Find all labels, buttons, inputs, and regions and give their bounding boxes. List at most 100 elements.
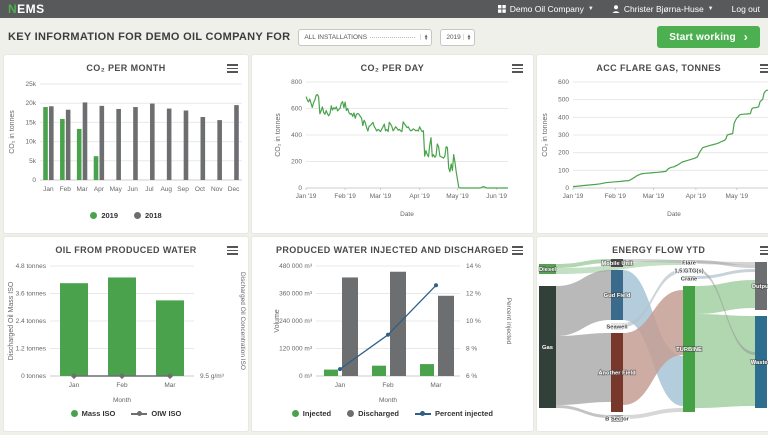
chart-menu-icon[interactable]	[759, 245, 768, 258]
svg-text:Jan '19: Jan '19	[562, 193, 583, 200]
svg-text:14 %: 14 %	[466, 263, 481, 270]
svg-text:Seawell: Seawell	[606, 325, 628, 331]
legend-item-discharged[interactable]: Discharged	[347, 409, 399, 418]
svg-text:5k: 5k	[29, 158, 37, 165]
svg-text:0: 0	[32, 177, 36, 184]
svg-text:0 tonnes: 0 tonnes	[21, 373, 47, 380]
svg-text:CO₂ in tonnes: CO₂ in tonnes	[275, 113, 282, 157]
card-co2-per-day: CO₂ PER DAY 0 200 400 600 800 Jan '19 Feb '19 M…	[252, 55, 533, 233]
year-select[interactable]: 2019 ▲ ▼	[440, 28, 476, 46]
svg-text:25k: 25k	[26, 81, 37, 88]
nems-logo[interactable]: NEMS	[8, 2, 45, 16]
chart-menu-icon[interactable]	[759, 63, 768, 76]
dashboard-grid: CO₂ PER MONTH 0 5k 10k 15k 20k 25k Jan Feb Mar Ap…	[0, 55, 768, 431]
svg-text:2.4 tonnes: 2.4 tonnes	[16, 318, 47, 325]
select-dotted-leader	[370, 36, 415, 38]
card-oil-from-produced-water: OIL FROM PRODUCED WATER 0 tonnes 1.2 tonn…	[4, 237, 248, 431]
legend-label: Percent injected	[434, 409, 493, 418]
chevron-down-icon: ▼	[707, 6, 714, 12]
installations-select[interactable]: ALL INSTALLATIONS ▲ ▼	[298, 28, 433, 46]
legend-label: Discharged	[358, 409, 399, 418]
chevron-right-icon: ›	[743, 30, 748, 44]
legend-item-injected[interactable]: Injected	[291, 409, 332, 418]
svg-text:Jan: Jan	[335, 382, 346, 389]
chart-menu-icon[interactable]	[226, 245, 239, 258]
svg-text:300: 300	[558, 132, 569, 139]
user-menu-label: Christer Bjørna-Huse	[623, 4, 704, 14]
user-menu[interactable]: Christer Bjørna-Huse ▼	[612, 4, 714, 14]
svg-text:120 000 m³: 120 000 m³	[279, 346, 313, 353]
svg-text:Discharged Oil Mass ISO: Discharged Oil Mass ISO	[8, 281, 15, 360]
legend-label: Mass ISO	[81, 409, 116, 418]
svg-text:1,5 GTG(s): 1,5 GTG(s)	[674, 269, 703, 275]
legend-label: Injected	[302, 409, 332, 418]
svg-text:TURBINE: TURBINE	[676, 347, 702, 353]
page-header: KEY INFORMATION FOR DEMO OIL COMPANY FOR…	[0, 18, 768, 55]
page-title: KEY INFORMATION FOR DEMO OIL COMPANY FOR	[8, 31, 291, 43]
svg-text:600: 600	[558, 79, 569, 86]
svg-text:Gud Field: Gud Field	[603, 293, 630, 299]
start-working-label: Start working	[669, 31, 736, 43]
svg-text:Volume: Volume	[274, 309, 281, 332]
svg-text:Crane: Crane	[681, 277, 698, 283]
logout-label: Log out	[731, 4, 760, 14]
co2-per-month-legend: 2019 2018	[4, 211, 248, 220]
svg-text:Feb '19: Feb '19	[335, 193, 357, 200]
select-spinner-icon: ▲ ▼	[419, 33, 428, 41]
svg-text:Month: Month	[379, 397, 397, 404]
legend-item-mass-iso[interactable]: Mass ISO	[70, 409, 116, 418]
nems-logo-n: N	[8, 2, 18, 16]
svg-text:Feb: Feb	[383, 382, 395, 389]
svg-text:Mar '19: Mar '19	[370, 193, 392, 200]
chart-title-co2-per-month: CO₂ PER MONTH	[86, 63, 166, 73]
chart-menu-icon[interactable]	[511, 63, 524, 76]
legend-item-oiw-iso[interactable]: OIW ISO	[131, 409, 181, 418]
company-menu[interactable]: Demo Oil Company ▼	[497, 4, 594, 14]
select-spinner-icon: ▲ ▼	[462, 33, 471, 41]
chart-title-acc-flare-gas: ACC FLARE GAS, TONNES	[596, 63, 722, 73]
svg-text:240 000 m³: 240 000 m³	[279, 318, 313, 325]
svg-text:Mar '19: Mar '19	[643, 193, 665, 200]
logout-link[interactable]: Log out	[732, 4, 760, 14]
svg-text:May '19: May '19	[725, 193, 748, 200]
svg-text:Oct: Oct	[195, 186, 205, 193]
chart-menu-icon[interactable]	[226, 63, 239, 76]
svg-text:Date: Date	[400, 211, 414, 218]
svg-text:Apr '19: Apr '19	[685, 193, 706, 200]
acc-flare-gas-chart: 0 100 200 300 400 500 600 Jan '19 Feb '19 Mar '19…	[542, 79, 768, 218]
legend-label: 2019	[101, 211, 118, 220]
svg-text:Wasted: Wasted	[751, 360, 768, 366]
svg-text:CO₂ in tonnes: CO₂ in tonnes	[542, 113, 549, 157]
company-menu-label: Demo Oil Company	[509, 4, 584, 14]
card-produced-water-injected: PRODUCED WATER INJECTED AND DISCHARGED 0…	[252, 237, 533, 431]
start-working-button[interactable]: Start working ›	[657, 26, 760, 48]
legend-item-2018[interactable]: 2018	[134, 211, 162, 220]
svg-text:Apr '19: Apr '19	[410, 193, 431, 200]
legend-item-percent-injected[interactable]: Percent injected	[414, 409, 493, 418]
svg-text:3.6 tonnes: 3.6 tonnes	[16, 291, 47, 298]
svg-text:Jan: Jan	[69, 382, 80, 389]
svg-text:Mar: Mar	[164, 382, 176, 389]
svg-text:0: 0	[299, 185, 303, 192]
installations-select-value: ALL INSTALLATIONS	[304, 33, 368, 41]
legend-item-2019[interactable]: 2019	[90, 211, 118, 220]
svg-text:10k: 10k	[26, 139, 37, 146]
svg-text:Diesel: Diesel	[539, 267, 556, 273]
year-select-value: 2019	[446, 33, 461, 41]
svg-text:Month: Month	[113, 397, 131, 404]
oil-from-produced-water-legend: Mass ISO OIW ISO	[4, 409, 248, 418]
svg-text:400: 400	[558, 114, 569, 121]
svg-text:Jun '19: Jun '19	[487, 193, 508, 200]
chart-menu-icon[interactable]	[511, 245, 524, 258]
svg-text:Gas: Gas	[542, 345, 553, 351]
chart-title-oil-from-produced-water: OIL FROM PRODUCED WATER	[55, 245, 197, 255]
svg-text:10 %: 10 %	[466, 318, 481, 325]
legend-label: OIW ISO	[151, 409, 182, 418]
svg-text:Flare: Flare	[682, 261, 697, 267]
chevron-down-icon: ▼	[587, 6, 594, 12]
svg-text:Percent injected: Percent injected	[505, 298, 512, 345]
svg-text:Feb: Feb	[116, 382, 128, 389]
svg-text:0: 0	[565, 185, 569, 192]
svg-text:600: 600	[292, 106, 303, 113]
card-energy-flow: ENERGY FLOW YTD Diesel Gas Mobile Unit Gud …	[536, 237, 768, 431]
